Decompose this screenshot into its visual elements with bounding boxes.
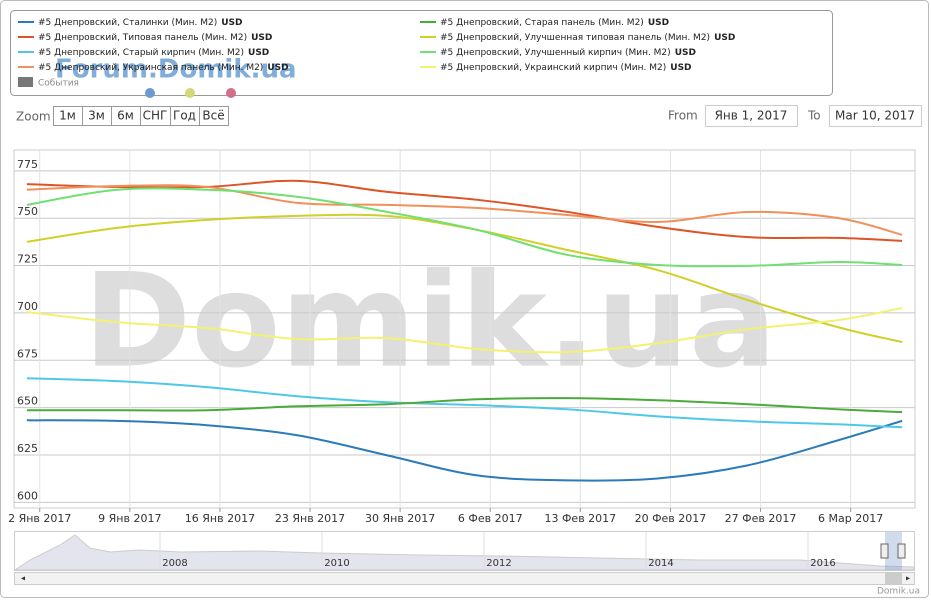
zoom-button-label[interactable]: Год [173, 109, 196, 123]
x-tick-label: 13 Фев 2017 [544, 512, 616, 525]
events-label[interactable]: События [38, 79, 79, 89]
navigator-area [13, 534, 915, 571]
navigator-label: 2010 [324, 558, 349, 569]
zoom-button-label[interactable]: СНГ [143, 109, 168, 123]
y-tick-label: 675 [17, 347, 38, 360]
legend-name[interactable]: #5 Днепровский, Сталинки (Мин. M2) [38, 18, 217, 28]
plot-area [13, 149, 916, 509]
x-tick-label: 6 Мар 2017 [818, 512, 883, 525]
x-tick-label: 16 Янв 2017 [185, 512, 255, 525]
y-tick-label: 700 [17, 300, 38, 313]
x-tick-label: 23 Янв 2017 [275, 512, 345, 525]
x-tick-label: 30 Янв 2017 [365, 512, 435, 525]
legend-label[interactable]: #5 Днепровский, Улучшенная типовая панел… [440, 33, 735, 43]
watermark: Domik.ua [83, 245, 776, 397]
y-tick-label: 775 [17, 158, 38, 171]
zoom-button-label[interactable]: 3м [88, 109, 105, 123]
navigator-label: 2016 [810, 558, 835, 569]
scroll-right[interactable]: ▸ [906, 574, 910, 583]
legend-label[interactable]: #5 Днепровский, Улучшенный кирпич (Мин. … [440, 48, 696, 58]
to-value[interactable]: Mar 10, 2017 [835, 109, 915, 123]
from-value[interactable]: Янв 1, 2017 [715, 109, 788, 123]
x-tick-label: 9 Янв 2017 [98, 512, 161, 525]
legend-unit[interactable]: USD [648, 18, 669, 28]
series-line [26, 184, 903, 236]
navigator-selection[interactable] [885, 532, 902, 570]
scrollbar[interactable] [14, 572, 915, 585]
x-tick-label: 20 Фев 2017 [635, 512, 707, 525]
legend-name[interactable]: #5 Днепровский, Старая панель (Мин. M2) [440, 18, 644, 28]
series-line [26, 419, 903, 482]
legend-label[interactable]: #5 Днепровский, Старая панель (Мин. M2) U… [440, 18, 669, 28]
series-line [26, 397, 903, 414]
x-tick-label: 6 Фев 2017 [458, 512, 523, 525]
navigator-label: 2012 [486, 558, 511, 569]
navigator-label: 2014 [648, 558, 673, 569]
legend-name[interactable]: #5 Днепровский, Улучшенная типовая панел… [440, 33, 710, 43]
legend-label[interactable]: #5 Днепровский, Украинская панель (Мин. … [38, 63, 289, 73]
legend-label[interactable]: #5 Днепровский, Старый кирпич (Мин. M2) U… [38, 48, 269, 58]
navigator-handle[interactable] [897, 543, 906, 559]
scroll-left[interactable]: ◂ [21, 574, 25, 583]
from-label: From [668, 109, 698, 123]
scrollbar-thumb[interactable] [885, 573, 902, 584]
from-input[interactable] [705, 105, 798, 127]
navigator-handle[interactable] [880, 543, 889, 559]
to-label: To [807, 109, 821, 123]
y-tick-label: 750 [17, 205, 38, 218]
legend-name[interactable]: #5 Днепровский, Улучшенный кирпич (Мин. … [440, 48, 671, 58]
y-tick-label: 725 [17, 253, 38, 266]
x-tick-label: 27 Фев 2017 [725, 512, 797, 525]
zoom-button[interactable] [199, 106, 229, 126]
legend-unit[interactable]: USD [251, 33, 272, 43]
legend-unit[interactable]: USD [675, 48, 696, 58]
zoom-button-label[interactable]: 1м [59, 109, 76, 123]
legend-unit[interactable]: USD [714, 33, 735, 43]
flag-dot [226, 88, 236, 98]
legend-unit[interactable]: USD [248, 48, 269, 58]
y-tick-label: 650 [17, 395, 38, 408]
legend-unit[interactable]: USD [670, 63, 691, 73]
events-icon[interactable] [18, 77, 33, 87]
legend-name[interactable]: #5 Днепровский, Старый кирпич (Мин. M2) [38, 48, 244, 58]
series-line [26, 187, 903, 268]
legend-label[interactable]: #5 Днепровский, Украинский кирпич (Мин. … [440, 63, 692, 73]
legend-name[interactable]: #5 Днепровский, Украинская панель (Мин. … [38, 63, 263, 73]
series-line [26, 306, 903, 354]
series-line [26, 179, 903, 242]
zoom-label: Zoom [16, 110, 51, 124]
legend-name[interactable]: #5 Днепровский, Украинский кирпич (Мин. … [440, 63, 666, 73]
legend-label[interactable]: #5 Днепровский, Типовая панель (Мин. M2)… [38, 33, 272, 43]
legend-unit[interactable]: USD [221, 18, 242, 28]
y-tick-label: 625 [17, 442, 38, 455]
y-tick-label: 600 [17, 489, 38, 502]
legend-label[interactable]: #5 Днепровский, Сталинки (Мин. M2) USD [38, 18, 242, 28]
zoom-button-label[interactable]: 6м [117, 109, 134, 123]
forum-label: Forum.Domik.ua [55, 55, 297, 85]
legend-unit[interactable]: USD [267, 63, 288, 73]
series-line [26, 377, 903, 429]
flag-dot [145, 88, 155, 98]
to-input[interactable] [829, 105, 922, 127]
flag-dot [185, 88, 195, 98]
zoom-button-label[interactable]: Всё [202, 109, 224, 123]
x-tick-label: 2 Янв 2017 [8, 512, 71, 525]
navigator-label: 2008 [162, 558, 187, 569]
credit[interactable]: Domik.ua [877, 587, 920, 597]
legend-name[interactable]: #5 Днепровский, Типовая панель (Мин. M2) [38, 33, 247, 43]
